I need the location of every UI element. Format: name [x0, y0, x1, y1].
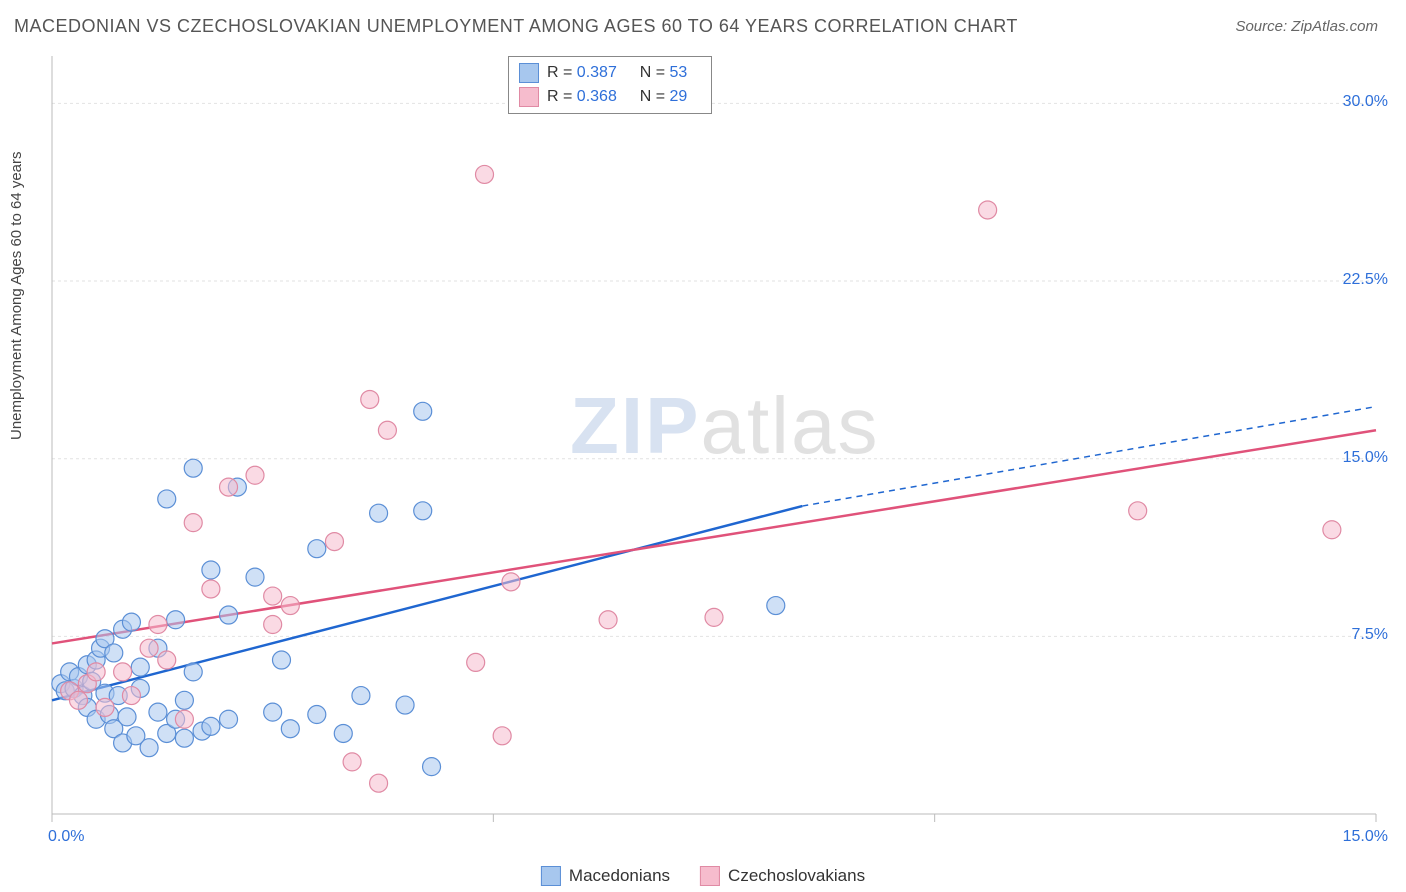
axis-tick-label: 30.0%: [1343, 93, 1388, 111]
axis-tick-label: 15.0%: [1343, 828, 1388, 846]
correlation-stats-legend: R = 0.387 N = 53 R = 0.368 N = 29: [508, 56, 712, 114]
legend-swatch-icon: [519, 87, 539, 107]
legend-item-czechoslovakians: Czechoslovakians: [700, 866, 865, 886]
axis-tick-label: 22.5%: [1343, 271, 1388, 289]
axis-tick-label: 15.0%: [1343, 449, 1388, 467]
axis-tick-label: 7.5%: [1352, 626, 1388, 644]
axis-tick-label: 0.0%: [48, 828, 84, 846]
legend-swatch-icon: [700, 866, 720, 886]
stats-text: R = 0.368 N = 29: [547, 88, 701, 106]
y-axis-label: Unemployment Among Ages 60 to 64 years: [8, 151, 25, 440]
series-legend: Macedonians Czechoslovakians: [541, 866, 865, 886]
stats-row: R = 0.387 N = 53: [519, 61, 701, 85]
legend-swatch-icon: [519, 63, 539, 83]
legend-label: Macedonians: [569, 866, 670, 886]
chart-title: MACEDONIAN VS CZECHOSLOVAKIAN UNEMPLOYME…: [14, 16, 1018, 37]
source-attribution: Source: ZipAtlas.com: [1235, 18, 1378, 35]
legend-swatch-icon: [541, 866, 561, 886]
stats-row: R = 0.368 N = 29: [519, 85, 701, 109]
scatter-plot: [48, 50, 1388, 830]
stats-text: R = 0.387 N = 53: [547, 64, 701, 82]
legend-label: Czechoslovakians: [728, 866, 865, 886]
legend-item-macedonians: Macedonians: [541, 866, 670, 886]
